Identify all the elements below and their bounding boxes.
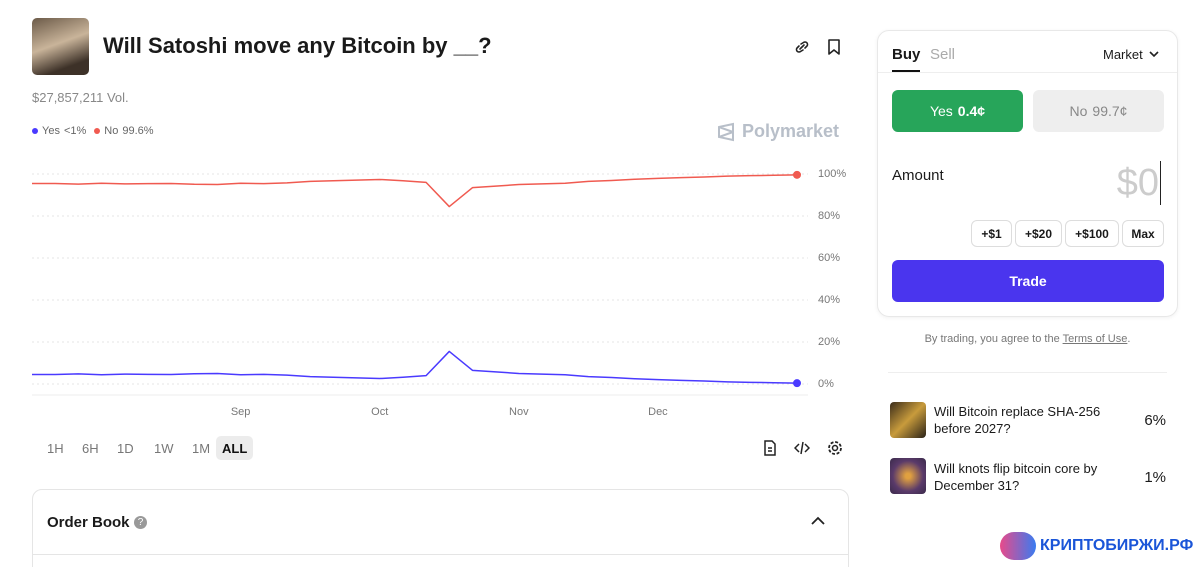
trade-button[interactable]: Trade — [892, 260, 1164, 302]
link-icon[interactable] — [794, 39, 810, 55]
y-tick-label: 40% — [818, 294, 840, 306]
terms-link[interactable]: Terms of Use — [1062, 333, 1128, 345]
related-title[interactable]: Will Bitcoin replace SHA-256 before 2027… — [934, 404, 1101, 436]
order-book-card[interactable]: Order Book ? — [32, 489, 849, 567]
end-dot — [793, 379, 801, 388]
buy-underline — [892, 70, 920, 72]
terms-end: . — [1127, 333, 1131, 345]
amount-input[interactable]: $0 — [1116, 161, 1161, 205]
legend-value: 99.6% — [122, 125, 154, 137]
x-tick-label: Sep — [231, 406, 251, 418]
watermark: КРИПТОБИРЖИ.РФ — [1000, 532, 1193, 560]
chart: 0% 20% 40% 60% 80% 100% Sep Oct Nov Dec — [32, 168, 846, 418]
embed-icon[interactable] — [794, 440, 810, 456]
terms: By trading, you agree to the Terms of Us… — [877, 333, 1178, 345]
legend-name: Yes — [42, 125, 60, 137]
range-button[interactable]: 1M — [192, 440, 211, 456]
yes-price: 0.4¢ — [957, 103, 986, 119]
sell-tab[interactable]: Sell — [930, 46, 956, 63]
avatar — [32, 18, 89, 75]
quick-amount[interactable]: +$100 — [1065, 220, 1119, 247]
order-type-label: Market — [1103, 47, 1143, 62]
yes-button[interactable]: Yes 0.4¢ — [892, 90, 1023, 132]
y-tick-label: 60% — [818, 252, 840, 264]
legend-value: <1% — [63, 125, 87, 137]
y-tick-label: 20% — [818, 336, 840, 348]
no-button[interactable]: No 99.7¢ — [1033, 90, 1164, 132]
x-tick-label: Oct — [371, 406, 388, 418]
yes-label: Yes — [929, 103, 953, 119]
y-tick-label: 100% — [818, 168, 846, 180]
volume: $27,857,211 Vol. — [32, 90, 129, 105]
quick-amount[interactable]: +$1 — [971, 220, 1012, 247]
range-button[interactable]: 1W — [154, 440, 174, 456]
divider — [878, 72, 1177, 73]
order-book-title: Order Book — [47, 514, 130, 531]
legend-name: No — [104, 125, 119, 137]
legend-swatch — [94, 128, 101, 134]
brand-logo: Polymarket — [716, 121, 839, 142]
market-title: Will Satoshi move any Bitcoin by __? — [103, 33, 492, 58]
related-thumb — [890, 458, 926, 494]
chevron-down — [1149, 51, 1159, 58]
amount-label: Amount — [892, 167, 944, 184]
no-price: 99.7¢ — [1092, 103, 1128, 119]
x-tick-label: Dec — [648, 406, 668, 418]
related-pct: 6% — [1144, 412, 1166, 429]
series-line — [32, 174, 798, 208]
y-tick-label: 80% — [818, 210, 840, 222]
buy-tab[interactable]: Buy — [892, 46, 921, 63]
help-icon: ? — [134, 516, 147, 529]
order-type[interactable]: Market — [1103, 47, 1159, 62]
range-button[interactable]: ALL — [216, 436, 254, 460]
legend: Yes <1% No 99.6% — [32, 125, 154, 137]
watermark-icon — [1000, 532, 1036, 560]
range-button[interactable]: 1H — [47, 440, 64, 456]
x-tick-label: Nov — [509, 406, 529, 418]
bookmark-icon[interactable] — [827, 39, 841, 55]
brand-icon — [718, 122, 734, 141]
y-tick-label: 0% — [818, 378, 834, 390]
related-thumb — [890, 402, 926, 438]
quick-amount[interactable]: +$20 — [1015, 220, 1062, 247]
quick-amount[interactable]: Max — [1122, 220, 1164, 247]
doc-icon[interactable] — [763, 440, 777, 456]
related-title[interactable]: Will knots flip bitcoin core by December… — [934, 461, 1098, 493]
legend-swatch — [32, 128, 38, 134]
series-line — [32, 350, 798, 384]
chevron-up — [811, 516, 825, 525]
no-label: No — [1069, 103, 1088, 119]
settings-icon[interactable] — [827, 440, 843, 456]
watermark-text: КРИПТОБИРЖИ.РФ — [1040, 537, 1194, 554]
legend-item: No 99.6% — [94, 125, 154, 137]
related-pct: 1% — [1144, 469, 1166, 486]
legend-item: Yes <1% — [32, 125, 86, 137]
brand-name: Polymarket — [742, 121, 840, 141]
range-button[interactable]: 1D — [117, 440, 134, 456]
end-dot — [793, 170, 801, 179]
trade-card: Buy Sell Market Yes 0.4¢ No 99.7¢ Amount $… — [877, 30, 1178, 317]
divider — [33, 554, 848, 555]
divider — [888, 372, 1167, 373]
terms-text: By trading, you agree to the — [924, 333, 1060, 345]
range-button[interactable]: 6H — [82, 440, 99, 456]
